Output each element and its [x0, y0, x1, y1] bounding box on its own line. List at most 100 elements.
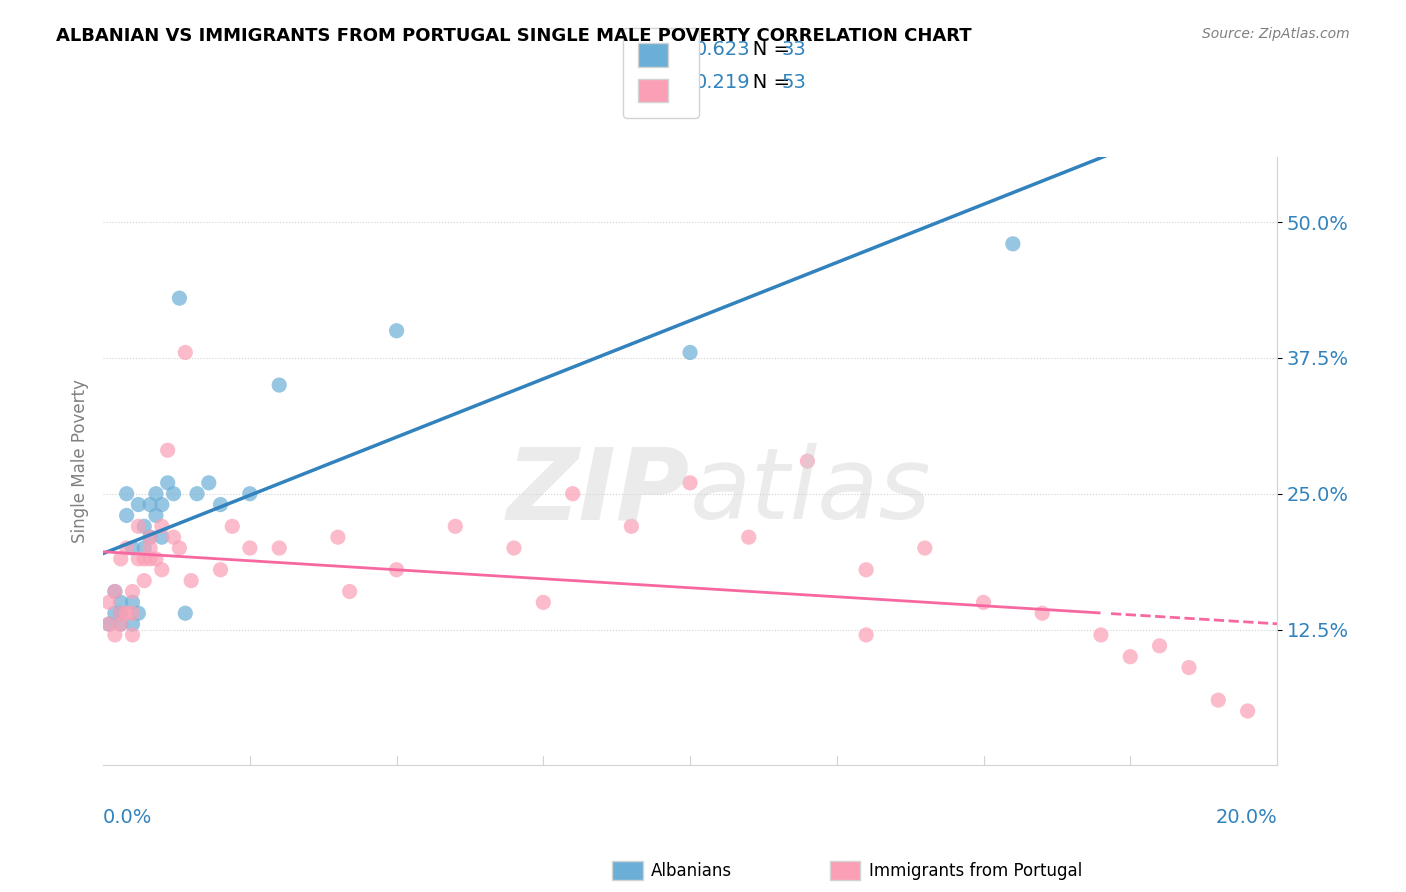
Point: [209, 563, 232, 577]
Point: [98, 617, 121, 632]
Text: 0.0%: 0.0%: [103, 808, 152, 827]
Point: [139, 541, 162, 555]
Text: R =: R =: [658, 72, 700, 92]
Point: [110, 595, 132, 609]
Point: [121, 606, 143, 620]
Point: [503, 541, 526, 555]
Point: [98, 617, 121, 632]
Text: R =: R =: [658, 40, 700, 60]
Point: [169, 291, 191, 305]
Point: [855, 628, 877, 642]
Point: [186, 486, 208, 500]
Point: [738, 530, 761, 544]
Point: [197, 475, 219, 490]
Point: [121, 595, 143, 609]
Point: [104, 628, 127, 642]
Point: [134, 519, 156, 533]
Point: [339, 584, 361, 599]
Point: [385, 563, 408, 577]
Point: [269, 378, 291, 392]
Point: [1178, 660, 1201, 674]
Point: [620, 519, 643, 533]
Point: [326, 530, 349, 544]
Text: 20.0%: 20.0%: [1215, 808, 1277, 827]
Point: [1119, 649, 1142, 664]
Point: [1236, 704, 1258, 718]
Text: Albanians: Albanians: [651, 862, 733, 880]
Text: 33: 33: [782, 40, 807, 60]
Point: [679, 475, 702, 490]
Point: [162, 530, 184, 544]
Point: [269, 541, 291, 555]
Point: [162, 486, 184, 500]
Text: N =: N =: [734, 40, 796, 60]
Point: [679, 345, 702, 359]
Point: [385, 324, 408, 338]
Point: [110, 617, 132, 632]
Point: [169, 541, 191, 555]
Point: [127, 552, 149, 566]
Point: [221, 519, 243, 533]
Point: [1031, 606, 1053, 620]
Point: [110, 606, 132, 620]
Point: [145, 508, 167, 523]
Point: [110, 606, 132, 620]
Point: [174, 606, 197, 620]
Point: [855, 563, 877, 577]
Point: [150, 530, 173, 544]
Y-axis label: Single Male Poverty: Single Male Poverty: [72, 379, 89, 543]
Point: [156, 443, 179, 458]
Point: [121, 617, 143, 632]
Point: [115, 508, 138, 523]
Point: [914, 541, 936, 555]
Point: [134, 552, 156, 566]
Point: [121, 628, 143, 642]
Legend: , : ,: [623, 28, 699, 118]
Point: [1149, 639, 1171, 653]
Text: atlas: atlas: [690, 443, 932, 540]
Point: [115, 486, 138, 500]
Point: [150, 498, 173, 512]
Point: [156, 475, 179, 490]
Point: [139, 530, 162, 544]
Point: [139, 552, 162, 566]
Point: [209, 498, 232, 512]
Point: [150, 563, 173, 577]
Point: [796, 454, 818, 468]
Point: [973, 595, 995, 609]
Point: [121, 541, 143, 555]
Point: [104, 584, 127, 599]
Point: [1090, 628, 1112, 642]
Text: Source: ZipAtlas.com: Source: ZipAtlas.com: [1202, 27, 1350, 41]
Text: ALBANIAN VS IMMIGRANTS FROM PORTUGAL SINGLE MALE POVERTY CORRELATION CHART: ALBANIAN VS IMMIGRANTS FROM PORTUGAL SIN…: [56, 27, 972, 45]
Point: [139, 498, 162, 512]
Point: [98, 595, 121, 609]
Point: [444, 519, 467, 533]
Text: ZIP: ZIP: [508, 443, 690, 540]
Point: [104, 584, 127, 599]
Point: [1206, 693, 1229, 707]
Text: 53: 53: [782, 72, 807, 92]
Point: [561, 486, 583, 500]
Point: [1001, 236, 1024, 251]
Point: [239, 541, 262, 555]
Point: [134, 574, 156, 588]
Point: [145, 486, 167, 500]
Text: N =: N =: [734, 72, 796, 92]
Point: [531, 595, 554, 609]
Point: [110, 552, 132, 566]
Text: 0.623: 0.623: [695, 40, 751, 60]
Text: Immigrants from Portugal: Immigrants from Portugal: [869, 862, 1083, 880]
Point: [150, 519, 173, 533]
Point: [174, 345, 197, 359]
Point: [110, 617, 132, 632]
Point: [139, 530, 162, 544]
Point: [145, 552, 167, 566]
Point: [121, 584, 143, 599]
Point: [127, 498, 149, 512]
Point: [239, 486, 262, 500]
Point: [115, 606, 138, 620]
Text: 0.219: 0.219: [695, 72, 751, 92]
Point: [127, 606, 149, 620]
Point: [115, 541, 138, 555]
